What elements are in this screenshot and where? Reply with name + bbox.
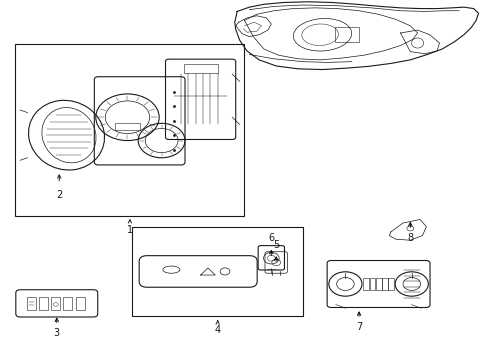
Bar xyxy=(76,297,84,310)
Text: 1: 1 xyxy=(126,225,133,235)
Text: 4: 4 xyxy=(214,325,220,335)
Text: 2: 2 xyxy=(56,190,62,200)
Bar xyxy=(132,226,303,316)
Text: 8: 8 xyxy=(407,233,412,243)
Bar xyxy=(39,297,47,310)
Bar xyxy=(334,27,358,41)
Bar xyxy=(27,297,36,310)
Bar xyxy=(51,297,60,310)
Bar xyxy=(183,64,217,73)
Bar xyxy=(381,278,387,290)
Text: 7: 7 xyxy=(355,322,362,332)
Text: 3: 3 xyxy=(54,328,60,338)
Text: 6: 6 xyxy=(268,233,274,243)
Bar xyxy=(363,278,368,290)
Bar xyxy=(375,278,381,290)
Bar xyxy=(369,278,375,290)
Bar xyxy=(63,297,72,310)
Text: 5: 5 xyxy=(272,240,279,250)
Bar xyxy=(387,278,393,290)
Bar xyxy=(115,123,140,130)
Bar xyxy=(15,44,244,216)
